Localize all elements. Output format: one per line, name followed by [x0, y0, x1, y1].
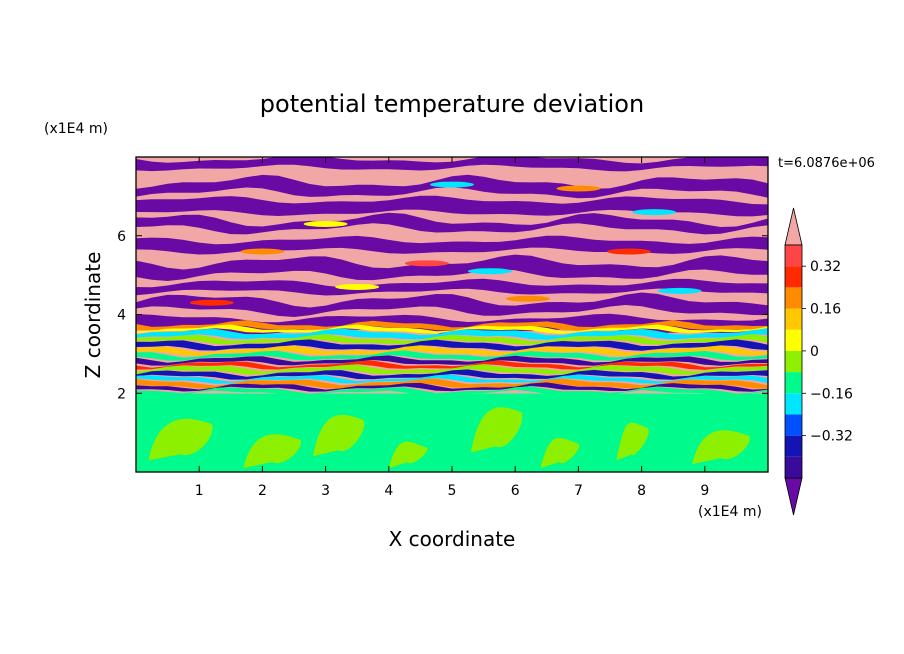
turbulent-band — [136, 328, 768, 340]
eddy — [404, 260, 449, 267]
colorbar-swatch — [785, 414, 802, 436]
eddy — [430, 181, 474, 188]
turbulent-band — [136, 374, 768, 384]
x-axis-title: X coordinate — [389, 527, 516, 551]
eddy — [556, 185, 601, 192]
colorbar-swatch — [785, 245, 802, 267]
chart-title: potential temperature deviation — [260, 90, 644, 118]
turbulent-band — [136, 324, 768, 334]
purple-stratum — [136, 278, 768, 296]
eddy — [189, 299, 234, 306]
y-tick-label: 6 — [117, 229, 126, 245]
eddy — [303, 220, 348, 227]
y-tick-label: 2 — [117, 386, 126, 402]
y-tick-label: 4 — [117, 308, 126, 324]
colorbar-swatch — [785, 393, 802, 415]
colorbar-tick-label: −0.16 — [810, 386, 853, 402]
colorbar-swatch — [785, 435, 802, 457]
lower-layer-patch — [540, 437, 580, 469]
x-unit-label: (x1E4 m) — [698, 504, 762, 520]
colorbar-swatch — [785, 329, 802, 351]
turbulent-band — [136, 320, 768, 331]
turbulent-band — [136, 345, 768, 356]
x-tick-label: 8 — [637, 483, 646, 499]
eddy — [505, 295, 550, 302]
colorbar-frame — [784, 244, 803, 479]
colorbar-tick-label: 0.32 — [810, 259, 841, 275]
colorbar-swatch — [785, 350, 802, 373]
turbulent-band — [136, 386, 768, 396]
purple-stratum — [136, 157, 768, 172]
colorbar-swatch — [785, 372, 802, 394]
eddy — [335, 283, 380, 290]
turbulent-band — [136, 350, 768, 361]
purple-stratum — [136, 235, 768, 255]
plot-area — [136, 157, 768, 472]
colorbar-swatch — [785, 308, 802, 330]
colorbar-tick-label: −0.32 — [810, 429, 853, 445]
lower-layer-patch — [312, 414, 365, 457]
time-label: t=6.0876e+06 — [778, 156, 875, 171]
x-tick-label: 5 — [448, 483, 457, 499]
eddy — [632, 209, 677, 216]
lower-layer-patch — [616, 422, 649, 461]
purple-stratum — [136, 212, 768, 235]
lower-layer-fill — [136, 393, 768, 472]
colorbar-swatch — [785, 266, 802, 288]
colorbar-extend-high — [784, 207, 803, 246]
x-tick-label: 4 — [384, 483, 393, 499]
colorbar-swatch — [785, 287, 802, 309]
lower-layer-patch — [243, 434, 302, 469]
x-tick-label: 2 — [258, 483, 267, 499]
turbulent-band — [136, 382, 768, 392]
turbulent-band — [136, 360, 768, 370]
turbulent-band — [136, 334, 768, 345]
turbulent-band — [136, 364, 768, 375]
turbulent-band — [136, 369, 768, 380]
x-tick-label: 1 — [195, 483, 204, 499]
colorbar-tick-label: 0 — [810, 344, 819, 360]
purple-stratum — [136, 292, 768, 317]
turbulent-band — [136, 339, 768, 351]
eddy — [240, 248, 285, 255]
turbulent-band — [136, 378, 768, 389]
purple-stratum — [136, 195, 768, 217]
purple-stratum — [136, 313, 768, 335]
eddy — [657, 287, 702, 294]
colorbar: 0.32 0.16 0 −0.16 −0.32 — [784, 207, 853, 516]
eddy — [467, 268, 512, 275]
eddy — [606, 248, 651, 255]
y-unit-label: (x1E4 m) — [44, 121, 108, 137]
lower-layer-patch — [692, 430, 750, 465]
y-axis: 2 4 6 — [117, 229, 768, 402]
turbulent-band — [136, 355, 768, 366]
colorbar-extend-low — [784, 477, 803, 516]
y-axis-title: Z coordinate — [81, 252, 105, 379]
x-tick-label: 3 — [321, 483, 330, 499]
x-tick-label: 7 — [574, 483, 583, 499]
purple-stratum — [136, 254, 768, 281]
colorbar-tick-label: 0.16 — [810, 302, 841, 318]
lower-layer-patch — [388, 441, 428, 469]
lower-layer-patch — [148, 418, 213, 461]
lower-layer-patch — [470, 407, 523, 453]
x-axis: 1 2 3 4 5 6 7 8 9 — [195, 157, 709, 499]
colorbar-swatch — [785, 456, 802, 478]
x-tick-label: 6 — [511, 483, 520, 499]
x-tick-label: 9 — [700, 483, 709, 499]
